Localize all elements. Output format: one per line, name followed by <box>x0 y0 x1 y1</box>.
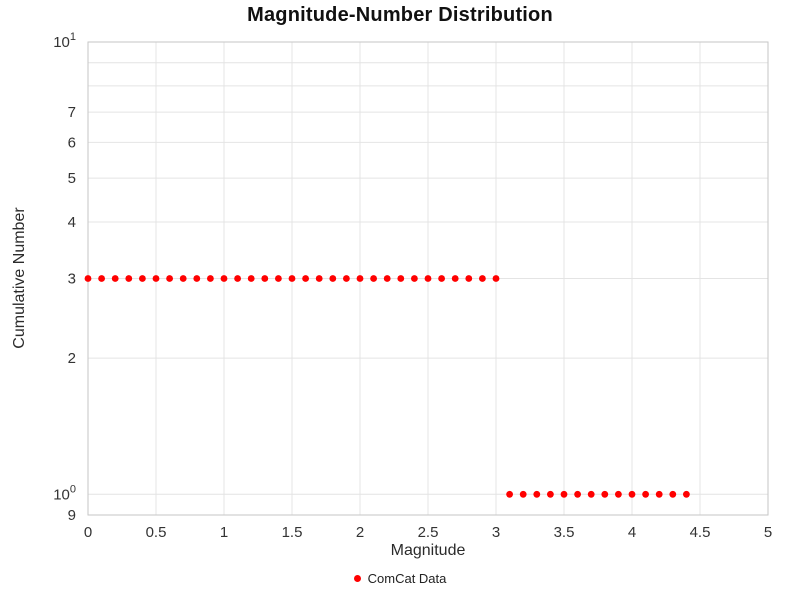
data-point <box>234 275 242 282</box>
data-point <box>220 275 228 282</box>
data-point <box>519 490 527 498</box>
data-point <box>329 275 337 282</box>
data-point <box>261 275 269 282</box>
data-point <box>152 275 160 282</box>
y-tick-label: 2 <box>68 350 76 367</box>
data-point <box>615 490 622 498</box>
data-point <box>98 275 105 282</box>
x-tick-label: 5 <box>764 524 772 541</box>
data-point <box>411 275 418 282</box>
x-tick-label: 0.5 <box>146 524 167 541</box>
data-point <box>587 490 595 498</box>
data-point <box>397 275 405 282</box>
data-point <box>479 275 486 282</box>
x-tick-label: 2.5 <box>418 524 439 541</box>
x-tick-label: 1.5 <box>282 524 303 541</box>
data-point <box>506 490 513 498</box>
data-point <box>315 275 323 282</box>
data-point <box>655 490 663 498</box>
y-tick-label: 4 <box>68 214 76 231</box>
data-point <box>451 275 459 282</box>
legend-item-comcat[interactable]: ComCat Data <box>353 571 447 586</box>
data-point <box>683 490 690 498</box>
data-point <box>193 275 201 282</box>
data-point <box>465 275 473 282</box>
legend-label: ComCat Data <box>367 571 447 586</box>
y-tick-label: 9 <box>68 507 76 524</box>
data-point <box>179 275 187 282</box>
data-point <box>533 490 541 498</box>
legend: ComCat Data <box>0 571 800 586</box>
data-point <box>125 275 133 282</box>
data-point <box>492 275 500 282</box>
x-tick-label: 4.5 <box>690 524 711 541</box>
data-point <box>166 275 174 282</box>
data-point <box>560 490 568 498</box>
y-tick-label: 101 <box>53 31 76 51</box>
x-tick-label: 4 <box>628 524 636 541</box>
x-tick-label: 1 <box>220 524 228 541</box>
y-tick-label: 5 <box>68 170 76 187</box>
data-point <box>424 275 432 282</box>
data-point <box>275 275 282 282</box>
y-tick-label: 3 <box>68 271 76 288</box>
y-tick-label: 6 <box>68 134 76 151</box>
x-tick-label: 3.5 <box>554 524 575 541</box>
data-point <box>642 490 649 498</box>
x-axis-title: Magnitude <box>390 542 466 559</box>
data-point <box>438 275 445 282</box>
data-point <box>288 275 296 282</box>
data-point <box>628 490 636 498</box>
data-point <box>84 275 92 282</box>
y-tick-label: 7 <box>68 104 76 121</box>
x-tick-label: 0 <box>84 524 92 541</box>
x-tick-label: 2 <box>356 524 364 541</box>
legend-marker-icon <box>353 575 361 582</box>
x-tick-label: 3 <box>492 524 500 541</box>
data-point <box>302 275 309 282</box>
data-point <box>247 275 255 282</box>
data-point <box>111 275 119 282</box>
data-point <box>343 275 350 282</box>
y-tick-label: 100 <box>53 483 76 503</box>
data-point <box>669 490 677 498</box>
data-point <box>547 490 554 498</box>
data-point <box>356 275 364 282</box>
data-point <box>370 275 377 282</box>
data-point <box>139 275 146 282</box>
chart-title: Magnitude-Number Distribution <box>247 4 553 26</box>
data-point <box>601 490 609 498</box>
data-point <box>207 275 214 282</box>
data-point <box>383 275 391 282</box>
data-point <box>574 490 581 498</box>
